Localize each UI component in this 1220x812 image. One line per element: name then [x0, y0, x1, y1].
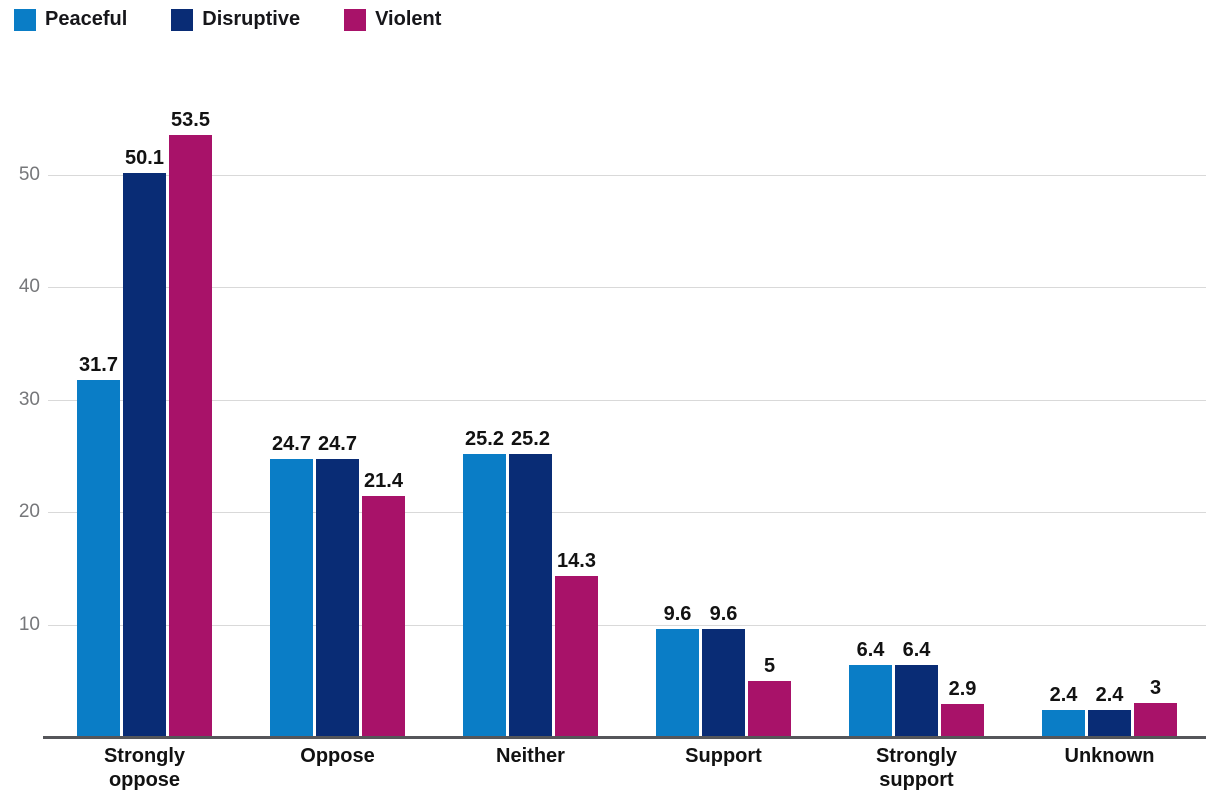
bar-group: 9.6 9.6 5 [627, 80, 820, 737]
x-axis-label: Neither [496, 745, 565, 767]
x-axis-line [43, 736, 1206, 739]
bar-column: 50.1 [123, 148, 166, 737]
bar-value-label: 25.2 [511, 427, 550, 450]
bar-column: 2.4 [1042, 685, 1085, 737]
gridline [48, 287, 1206, 288]
bar-value-label: 6.4 [856, 639, 885, 661]
x-axis-label: Support [685, 745, 762, 767]
bar-value-label: 2.4 [1049, 684, 1078, 706]
bar-column: 5 [748, 656, 791, 737]
bar-column: 9.6 [656, 604, 699, 737]
bar-disruptive [895, 665, 938, 737]
y-tick-label: 50 [18, 163, 40, 185]
bar-violent [362, 496, 405, 737]
bar-value-label: 2.4 [1095, 684, 1124, 706]
bar-violent [555, 576, 598, 737]
bar-disruptive [702, 629, 745, 737]
x-axis-label: Unknown [1064, 745, 1155, 767]
bar-column: 6.4 [849, 640, 892, 737]
bar-disruptive [1088, 710, 1131, 737]
bar-groups: 31.7 50.1 53.5 24.7 24.7 21.4 25.2 25.2 14.3 9.6 9… [48, 80, 1206, 737]
bar-peaceful [849, 665, 892, 737]
bar-group: 6.4 6.4 2.9 [820, 80, 1013, 737]
legend-item-disruptive: Disruptive [171, 8, 300, 31]
bar-value-label: 3 [1149, 677, 1162, 700]
bar-column: 25.2 [463, 427, 506, 737]
bar-column: 21.4 [362, 471, 405, 737]
gridline [48, 512, 1206, 513]
bar-value-label: 53.5 [171, 109, 210, 132]
bar-value-label: 9.6 [663, 603, 692, 625]
bar-disruptive [509, 453, 552, 737]
bar-value-label: 25.2 [465, 427, 504, 450]
legend-swatch [14, 8, 36, 31]
bar-peaceful [1042, 710, 1085, 737]
legend-swatch [171, 8, 194, 31]
bar-group: 2.4 2.4 3 [1013, 80, 1206, 737]
gridline [48, 174, 1206, 176]
y-tick-label: 30 [18, 388, 40, 410]
legend-label: Peaceful [45, 8, 128, 30]
legend-item-peaceful: Peaceful [14, 8, 127, 31]
bar-value-label: 21.4 [364, 470, 403, 493]
bar-column: 14.3 [555, 551, 598, 737]
legend-swatch [344, 8, 367, 31]
bar-violent [169, 135, 212, 737]
bar-disruptive [316, 459, 359, 737]
legend-label: Violent [375, 8, 442, 30]
x-axis-labels: Strongly oppose Oppose Neither Support Stron… [48, 744, 1206, 804]
gridline [48, 624, 1206, 626]
legend-item-violent: Violent [344, 8, 441, 31]
bar-value-label: 24.7 [272, 433, 311, 456]
bar-column: 2.9 [941, 679, 984, 737]
chart-plot-area: 31.7 50.1 53.5 24.7 24.7 21.4 25.2 25.2 14.3 9.6 9… [48, 80, 1206, 737]
bar-value-label: 6.4 [902, 639, 931, 661]
bar-column: 2.4 [1088, 685, 1131, 737]
bar-value-label: 14.3 [557, 550, 596, 573]
legend-label: Disruptive [202, 8, 301, 30]
bar-value-label: 24.7 [318, 433, 357, 456]
bar-group: 25.2 25.2 14.3 [434, 80, 627, 737]
bar-value-label: 9.6 [709, 603, 738, 625]
x-axis-label: Strongly oppose [103, 745, 186, 791]
bar-value-label: 50.1 [125, 147, 164, 170]
gridline [48, 399, 1206, 401]
bar-column: 25.2 [509, 427, 552, 737]
bar-violent [748, 680, 791, 737]
bar-column: 31.7 [77, 355, 120, 737]
bar-peaceful [270, 459, 313, 737]
y-tick-label: 40 [18, 276, 40, 297]
bar-group: 24.7 24.7 21.4 [241, 80, 434, 737]
bar-column: 24.7 [316, 434, 359, 737]
bar-violent [941, 704, 984, 737]
bar-value-label: 5 [763, 654, 776, 677]
bar-peaceful [463, 453, 506, 737]
bar-column: 3 [1134, 678, 1177, 737]
bar-peaceful [656, 629, 699, 737]
bar-group: 31.7 50.1 53.5 [48, 80, 241, 737]
bar-column: 24.7 [270, 434, 313, 737]
x-axis-label: Strongly support [875, 745, 958, 791]
bar-value-label: 2.9 [948, 678, 977, 701]
bar-disruptive [123, 173, 166, 737]
bar-column: 53.5 [169, 110, 212, 737]
bar-value-label: 31.7 [79, 354, 118, 377]
chart-legend: Peaceful Disruptive Violent [14, 8, 441, 31]
x-axis-label: Oppose [300, 745, 375, 767]
bar-column: 9.6 [702, 604, 745, 737]
bar-violent [1134, 703, 1177, 737]
bar-peaceful [77, 380, 120, 737]
y-tick-label: 20 [18, 501, 40, 522]
bar-column: 6.4 [895, 640, 938, 737]
y-tick-label: 10 [18, 613, 40, 635]
